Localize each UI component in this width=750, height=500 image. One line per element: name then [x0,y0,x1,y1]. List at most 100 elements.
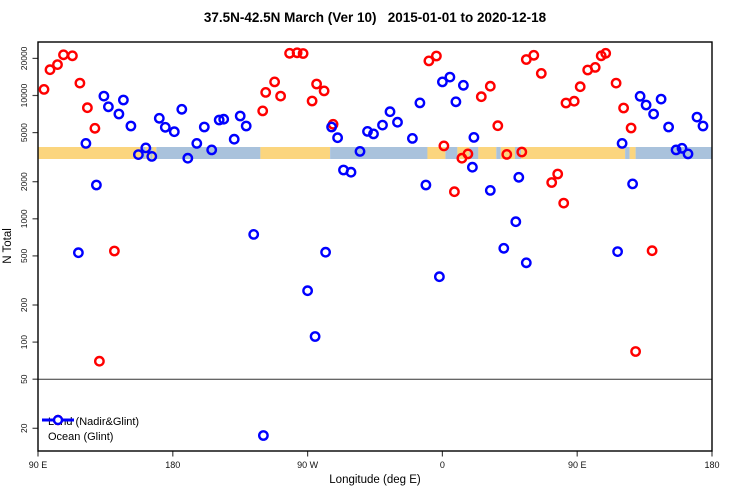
data-point-land [430,50,442,62]
data-point-land [58,49,69,61]
data-point-ocean [457,79,469,91]
y-tick-label: 100 [19,335,29,349]
data-point-land [275,90,286,102]
data-point-land [462,148,474,160]
data-point-ocean [616,137,628,149]
data-point-ocean [513,171,525,183]
land-ocean-band-segment [469,147,479,159]
data-point-ocean [627,178,638,190]
data-point-ocean [444,71,456,83]
data-point-land [625,122,637,134]
data-point-ocean [466,161,478,173]
data-point-land [574,81,586,93]
data-point-land [516,146,528,158]
data-point-ocean [140,142,152,154]
data-point-ocean [384,106,396,118]
data-point-ocean [302,285,313,297]
legend-label-ocean: Ocean (Glint) [48,430,114,443]
data-point-ocean [103,101,114,113]
data-point-land [501,148,513,160]
data-point-land [38,84,50,95]
data-point-ocean [240,120,252,132]
data-point-land [257,105,269,117]
data-point-land [492,120,504,132]
y-tick-label: 500 [19,249,29,263]
data-point-ocean [326,121,337,133]
land-ocean-band-segment [625,147,630,159]
data-point-ocean [182,152,194,164]
data-point-land [52,59,63,70]
data-point-land [610,77,622,89]
legend-item-ocean: Ocean (Glint) [41,414,139,444]
data-point-ocean [91,179,102,191]
data-point-ocean [691,111,703,123]
data-point-land [618,102,629,114]
data-point-ocean [176,103,188,115]
data-point-land [438,140,450,152]
data-point-land [568,95,580,107]
x-tick-label: 90 E [29,460,48,470]
data-point-ocean [510,216,522,228]
y-axis-title: N Total [2,228,14,264]
data-point-ocean [146,150,158,162]
data-point-ocean [168,126,180,138]
data-point-ocean [368,128,379,140]
data-point-ocean [113,108,125,120]
data-point-ocean [309,331,321,342]
data-point-ocean [198,121,210,133]
data-point-land [318,85,330,97]
data-point-ocean [234,110,246,122]
x-tick-label: 90 W [297,460,319,470]
land-ocean-band-segment [478,147,497,159]
data-point-land [552,168,564,180]
data-point-ocean [468,131,480,143]
y-tick-label: 10000 [19,83,29,107]
ocean-series-marker-icon [42,414,74,426]
data-point-ocean [73,247,84,259]
data-point-land [44,64,56,76]
data-point-land [74,77,86,89]
data-point-ocean [362,125,373,137]
data-point-ocean [663,121,674,133]
y-tick-label: 50 [19,374,29,384]
data-point-ocean [213,114,225,126]
data-point-land [311,78,322,90]
data-point-land [291,47,303,59]
data-point-ocean [640,99,652,111]
data-point-ocean [248,228,260,240]
y-tick-label: 200 [19,298,29,312]
land-ocean-band-segment [496,147,501,159]
land-ocean-band-segment [521,147,626,159]
data-point-ocean [612,246,623,258]
data-point-land [546,177,558,188]
data-point-land [109,245,120,257]
data-point-ocean [433,271,445,283]
data-point-land [475,91,487,103]
data-point-ocean [191,137,203,149]
data-point-land [646,245,658,257]
y-tick-label: 2000 [19,172,29,191]
data-point-land [306,95,318,107]
data-point-ocean [228,133,240,145]
land-ocean-band-segment [445,147,458,159]
data-point-land [423,55,435,67]
data-point-ocean [498,242,510,254]
y-tick-label: 20 [19,423,29,433]
x-tick-label: 180 [704,460,719,470]
data-point-ocean [670,144,682,156]
data-point-land [589,62,601,73]
data-point-ocean [634,90,646,102]
data-point-ocean [159,121,171,133]
data-point-land [484,80,496,92]
data-point-ocean [98,90,110,102]
data-point-land [600,47,612,59]
data-point-ocean [392,116,403,128]
x-tick-label: 180 [165,460,180,470]
data-point-land [260,87,272,98]
data-point-land [297,48,309,59]
land-ocean-band-segment [260,147,330,159]
data-point-land [269,76,280,88]
data-point-ocean [332,132,343,144]
chart-title: 37.5N-42.5N March (Ver 10) 2015-01-01 to… [203,10,547,25]
